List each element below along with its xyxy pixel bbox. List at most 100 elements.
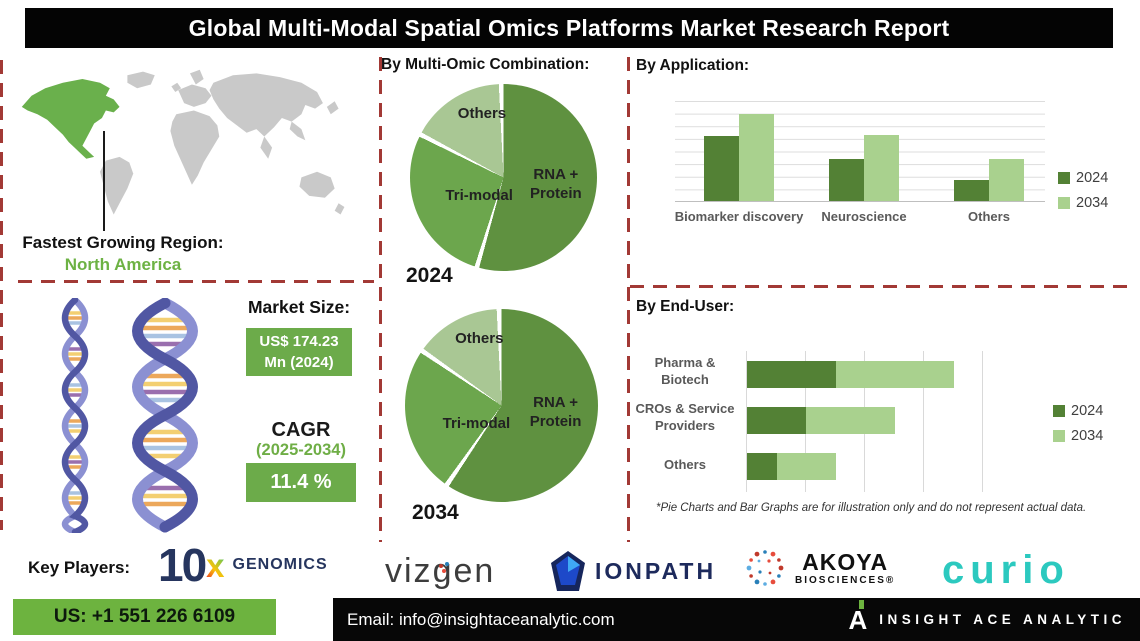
map-pointer-line bbox=[103, 131, 105, 231]
enduser-seg-Others-2024 bbox=[747, 453, 777, 480]
section-header-end-user: By End-User: bbox=[636, 298, 735, 315]
enduser-label-Others: Others bbox=[664, 457, 706, 472]
cagr-value: 11.4 % bbox=[246, 463, 356, 502]
vizgen-pre: viz bbox=[385, 552, 433, 590]
bar-Neuroscience-2024 bbox=[829, 158, 864, 201]
category-label-Neuroscience: Neuroscience bbox=[821, 209, 907, 224]
email-text: Email: info@insightaceanalytic.com bbox=[347, 609, 615, 629]
region-value: North America bbox=[64, 255, 182, 274]
fastest-growing-region: Fastest Growing Region: North America bbox=[8, 233, 238, 275]
tenx-number: 10 bbox=[158, 539, 207, 591]
map-greenland bbox=[127, 71, 155, 89]
divider-left-horizontal bbox=[18, 280, 374, 283]
legend-swatch-2024 bbox=[1053, 405, 1065, 417]
application-legend: 2024 2034 bbox=[1058, 170, 1108, 211]
key-players-label: Key Players: bbox=[28, 558, 131, 577]
bar-Biomarker discovery-2034 bbox=[739, 113, 774, 201]
ionpath-wordmark: IONPATH bbox=[595, 557, 717, 584]
brand-name: INSIGHT ACE ANALYTIC bbox=[879, 612, 1126, 627]
pie-slice-label-others: Others bbox=[455, 330, 504, 348]
akoya-subtext: BIOSCIENCES® bbox=[795, 574, 896, 586]
page-title: Global Multi-Modal Spatial Omics Platfor… bbox=[188, 14, 950, 41]
section-header-application: By Application: bbox=[636, 57, 750, 74]
legend-item-2024: 2024 bbox=[1053, 403, 1103, 419]
map-australia bbox=[299, 171, 335, 198]
legend-item-2024: 2024 bbox=[1058, 170, 1108, 186]
section-header-multi-omic: By Multi-Omic Combination: bbox=[381, 56, 590, 73]
cagr-period: (2025-2034) bbox=[256, 441, 346, 459]
brand-mark-icon: A bbox=[848, 599, 867, 633]
category-label-Biomarker discovery: Biomarker discovery bbox=[674, 209, 804, 224]
pie-slice-label-tri-modal: Tri-modal bbox=[442, 415, 511, 433]
bar-group-Biomarker discovery bbox=[704, 101, 774, 201]
chart-disclaimer: *Pie Charts and Bar Graphs are for illus… bbox=[656, 502, 1087, 514]
pie-year-2034: 2034 bbox=[412, 501, 459, 524]
ionpath-shield-icon bbox=[551, 551, 585, 591]
enduser-seg-CROs & Service Providers-2024 bbox=[747, 407, 806, 434]
logo-akoya: AKOYA BIOSCIENCES® bbox=[742, 545, 895, 591]
vizgen-post: en bbox=[453, 552, 496, 590]
region-label: Fastest Growing Region: bbox=[22, 233, 224, 252]
vizgen-dot-blue bbox=[444, 562, 449, 566]
curio-wordmark: curio bbox=[942, 548, 1070, 592]
map-asia bbox=[209, 73, 323, 137]
divider-mid-2 bbox=[627, 57, 630, 542]
dna-illustration bbox=[61, 298, 198, 533]
pie-chart-2034: RNA + Protein Tri-modal Others bbox=[405, 309, 598, 502]
market-size-value: US$ 174.23 Mn (2024) bbox=[246, 328, 352, 376]
footer-bar: Email: info@insightaceanalytic.com A INS… bbox=[333, 598, 1140, 641]
akoya-wordmark: AKOYA bbox=[802, 549, 889, 576]
phone-banner: US: +1 551 226 6109 bbox=[13, 599, 276, 635]
vizgen-dot-red2 bbox=[441, 569, 446, 573]
logo-ionpath: IONPATH bbox=[550, 550, 716, 592]
tenx-wordmark: GENOMICS bbox=[232, 556, 328, 573]
enduser-bar-CROs & Service Providers bbox=[747, 407, 895, 434]
application-categories: Biomarker discovery Neuroscience Others bbox=[675, 209, 1045, 229]
bar-Others-2024 bbox=[954, 179, 989, 201]
legend-item-2034: 2034 bbox=[1053, 428, 1103, 444]
divider-right-horizontal bbox=[630, 285, 1130, 288]
enduser-label-Pharma & Biotech: Pharma & Biotech bbox=[654, 355, 716, 387]
vizgen-g: g bbox=[433, 552, 454, 591]
enduser-seg-Others-2034 bbox=[777, 453, 836, 480]
pie-slice-label-tri-modal: Tri-modal bbox=[445, 186, 513, 204]
legend-label-2034: 2034 bbox=[1076, 195, 1109, 211]
pie-year-2024: 2024 bbox=[406, 264, 453, 287]
pie-slice-label-rna-protein: RNA + Protein bbox=[529, 393, 582, 430]
bar-Others-2034 bbox=[989, 158, 1024, 201]
bar-group-Neuroscience bbox=[829, 101, 899, 201]
logo-curio: curio bbox=[942, 548, 1070, 593]
legend-swatch-2034 bbox=[1053, 430, 1065, 442]
category-label-Others: Others bbox=[968, 209, 1010, 224]
brand-logo: A INSIGHT ACE ANALYTIC bbox=[848, 598, 1126, 641]
bar-group-Others bbox=[954, 101, 1024, 201]
enduser-bar-Others bbox=[747, 453, 836, 480]
legend-label-2024: 2024 bbox=[1071, 403, 1104, 419]
divider-left-edge bbox=[0, 60, 3, 530]
map-africa bbox=[170, 110, 220, 185]
enduser-bar-Pharma & Biotech bbox=[747, 361, 954, 388]
map-north-america-highlight bbox=[21, 78, 120, 159]
map-south-america bbox=[100, 156, 134, 215]
bar-Neuroscience-2034 bbox=[864, 134, 899, 201]
enduser-seg-Pharma & Biotech-2024 bbox=[747, 361, 836, 388]
vizgen-dot-red bbox=[438, 564, 443, 568]
bar-Biomarker discovery-2024 bbox=[704, 136, 739, 201]
world-map bbox=[21, 69, 345, 215]
enduser-seg-CROs & Service Providers-2034 bbox=[806, 407, 895, 434]
tenx-x-mark: x bbox=[206, 546, 225, 584]
cagr-label: CAGR bbox=[271, 419, 331, 441]
enduser-legend: 2024 2034 bbox=[1053, 403, 1103, 444]
application-plot bbox=[675, 101, 1045, 202]
brand-green-accent bbox=[859, 599, 865, 609]
akoya-dots-icon bbox=[746, 550, 784, 586]
enduser-chart: Pharma & Biotech CROs & Service Providers… bbox=[630, 345, 1100, 495]
title-bar: Global Multi-Modal Spatial Omics Platfor… bbox=[25, 8, 1113, 48]
legend-swatch-2024 bbox=[1058, 172, 1070, 184]
pie-slice-label-others: Others bbox=[457, 104, 507, 122]
divider-mid-1 bbox=[379, 57, 382, 542]
legend-swatch-2034 bbox=[1058, 197, 1070, 209]
enduser-label-CROs & Service Providers: CROs & Service Providers bbox=[635, 401, 735, 433]
market-size-label: Market Size: bbox=[247, 297, 351, 317]
